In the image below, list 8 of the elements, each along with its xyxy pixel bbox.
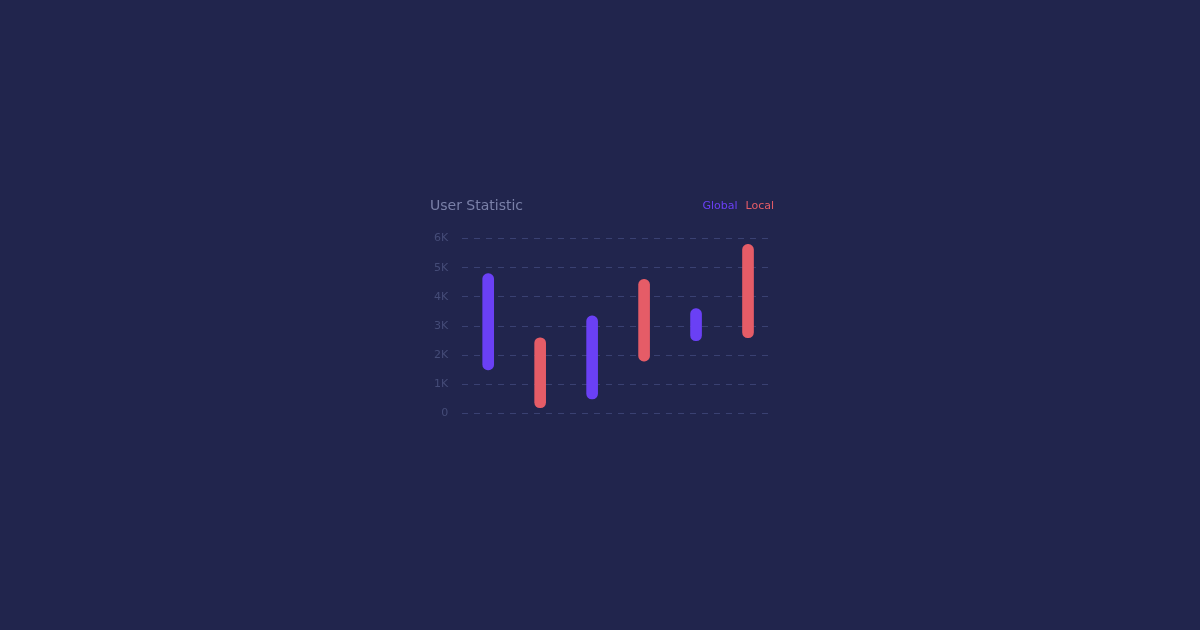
chart-title: User Statistic bbox=[430, 197, 524, 213]
bar bbox=[534, 337, 546, 409]
bar bbox=[482, 273, 495, 371]
bar bbox=[638, 279, 650, 362]
bar bbox=[586, 315, 598, 400]
text: Local bbox=[745, 198, 774, 212]
bar bbox=[742, 244, 754, 339]
text: Global bbox=[702, 198, 738, 212]
